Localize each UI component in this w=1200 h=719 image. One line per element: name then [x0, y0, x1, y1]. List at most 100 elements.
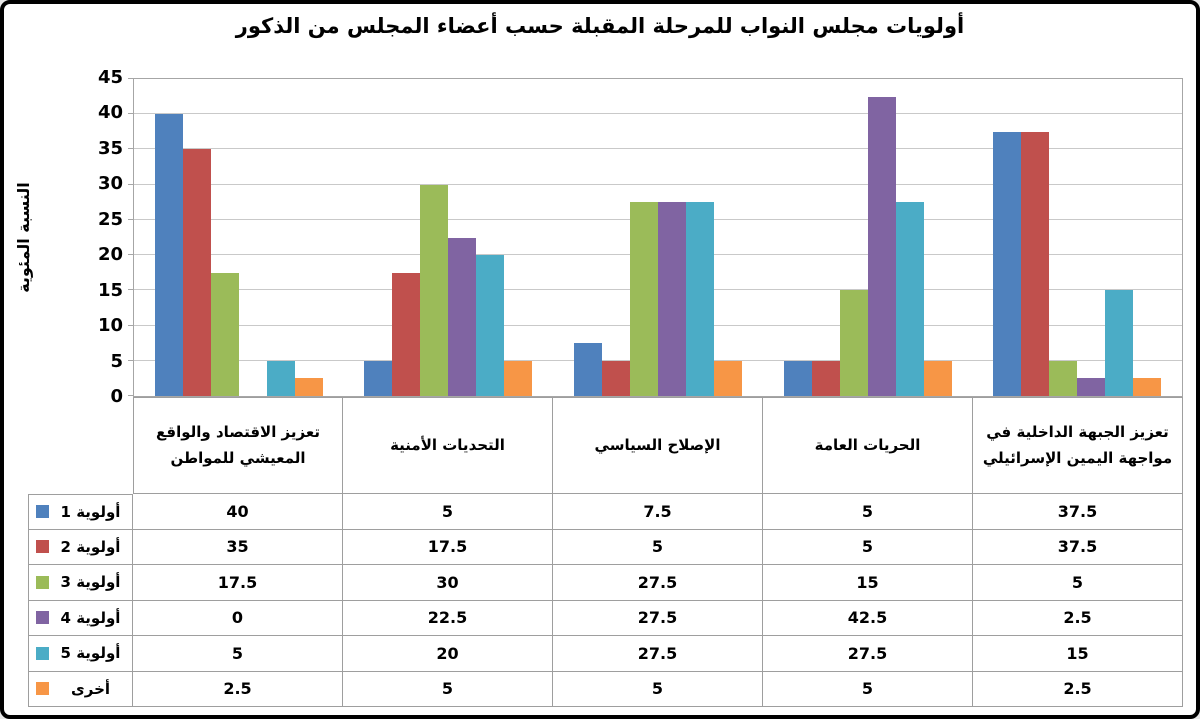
table-value-cell: 5 — [763, 494, 973, 530]
y-axis-tick-labels: 0 5 10 15 20 25 30 35 40 45 — [44, 69, 123, 406]
legend-cell: أولوية 4 — [28, 600, 133, 636]
bar — [923, 360, 952, 396]
table-value-cell: 17.5 — [133, 565, 343, 601]
plot-area — [128, 78, 1183, 397]
table-value-cell: 7.5 — [553, 494, 763, 530]
table-value-cell: 5 — [343, 494, 553, 530]
y-axis-tick-mark — [128, 324, 134, 326]
y-tick-label: 35 — [97, 137, 123, 159]
y-tick-label: 25 — [97, 208, 123, 230]
bar-group — [134, 79, 344, 396]
y-axis-tick-mark — [128, 183, 134, 185]
legend-swatch — [36, 611, 49, 625]
y-axis-tick-mark — [128, 289, 134, 291]
category-label-cell: التحديات الأمنية — [343, 397, 553, 494]
bar — [573, 343, 602, 396]
y-axis-tick-mark — [128, 148, 134, 150]
table-value-cell: 40 — [133, 494, 343, 530]
bar — [476, 255, 505, 396]
legend-cell: أولوية 3 — [28, 565, 133, 601]
bar — [1105, 290, 1134, 396]
bar — [657, 202, 686, 396]
y-axis-tick-mark — [128, 78, 134, 79]
bar-group — [553, 79, 763, 396]
bar — [504, 360, 533, 396]
bar — [713, 360, 742, 396]
bar — [210, 272, 239, 396]
bar — [448, 237, 477, 396]
bar — [629, 202, 658, 396]
legend-series-label: أولوية 1 — [60, 502, 121, 521]
legend-series-label: أولوية 3 — [60, 573, 121, 592]
bar — [1133, 378, 1162, 396]
category-label-cell: تعزيز الجبهة الداخلية في مواجهة اليمين ا… — [973, 397, 1183, 494]
table-value-cell: 27.5 — [553, 636, 763, 672]
table-value-cell: 2.5 — [973, 671, 1183, 707]
legend-cell: أولوية 1 — [28, 494, 133, 530]
y-tick-label: 30 — [97, 173, 123, 195]
bar — [601, 360, 630, 396]
bar — [182, 149, 211, 396]
y-axis-tick-mark — [128, 359, 134, 361]
legend-swatch — [36, 575, 49, 589]
bar — [364, 360, 393, 396]
table-value-cell: 22.5 — [343, 600, 553, 636]
table-value-cell: 37.5 — [973, 529, 1183, 565]
bar — [266, 360, 295, 396]
bar — [895, 202, 924, 396]
y-axis-title-wrap: النسبة المئوية — [8, 78, 38, 397]
chart-data-table: تعزيز الاقتصاد والواقع المعيشي للمواطن ال… — [28, 397, 1183, 707]
y-tick-label: 20 — [97, 244, 123, 266]
category-label-cell: تعزيز الاقتصاد والواقع المعيشي للمواطن — [133, 397, 343, 494]
bar — [420, 184, 449, 396]
gridline — [134, 183, 1182, 185]
y-tick-label: 0 — [110, 386, 123, 407]
y-axis-tick-mark — [128, 113, 134, 115]
table-value-cell: 5 — [553, 529, 763, 565]
bar — [1077, 378, 1106, 396]
bar — [1021, 131, 1050, 396]
gridline — [134, 113, 1182, 115]
table-value-cell: 2.5 — [133, 671, 343, 707]
bar — [783, 360, 812, 396]
y-axis-tick-mark — [128, 254, 134, 256]
y-axis-tick-mark — [128, 218, 134, 220]
gridline — [134, 148, 1182, 150]
table-value-cell: 37.5 — [973, 494, 1183, 530]
legend-series-label: أخرى — [70, 679, 111, 698]
table-value-cell: 5 — [973, 565, 1183, 601]
y-tick-label: 40 — [97, 102, 123, 124]
table-value-cell: 27.5 — [553, 565, 763, 601]
table-corner-cell — [28, 397, 133, 494]
table-value-cell: 5 — [553, 671, 763, 707]
bar — [685, 202, 714, 396]
table-value-cell: 5 — [763, 671, 973, 707]
table-value-cell: 5 — [343, 671, 553, 707]
bar — [867, 96, 896, 396]
legend-cell: أخرى — [28, 671, 133, 707]
table-value-cell: 15 — [763, 565, 973, 601]
legend-swatch — [36, 682, 49, 696]
y-axis-tick-mark — [128, 395, 134, 396]
legend-series-label: أولوية 2 — [60, 537, 121, 556]
legend-swatch — [36, 540, 49, 554]
table-value-cell: 35 — [133, 529, 343, 565]
legend-swatch — [36, 505, 49, 519]
bar — [993, 131, 1022, 396]
table-value-cell: 30 — [343, 565, 553, 601]
bar-group — [972, 79, 1182, 396]
chart-title: أولويات مجلس النواب للمرحلة المقبلة حسب … — [235, 14, 965, 38]
legend-cell: أولوية 5 — [28, 636, 133, 672]
bar — [839, 290, 868, 396]
legend-series-label: أولوية 4 — [60, 608, 121, 627]
bar — [294, 378, 323, 396]
bar — [392, 272, 421, 396]
bar-group — [763, 79, 973, 396]
bar — [1049, 360, 1078, 396]
y-tick-label: 5 — [110, 350, 123, 372]
table-value-cell: 5 — [763, 529, 973, 565]
legend-series-label: أولوية 5 — [60, 644, 121, 663]
table-value-cell: 5 — [133, 636, 343, 672]
table-value-cell: 15 — [973, 636, 1183, 672]
